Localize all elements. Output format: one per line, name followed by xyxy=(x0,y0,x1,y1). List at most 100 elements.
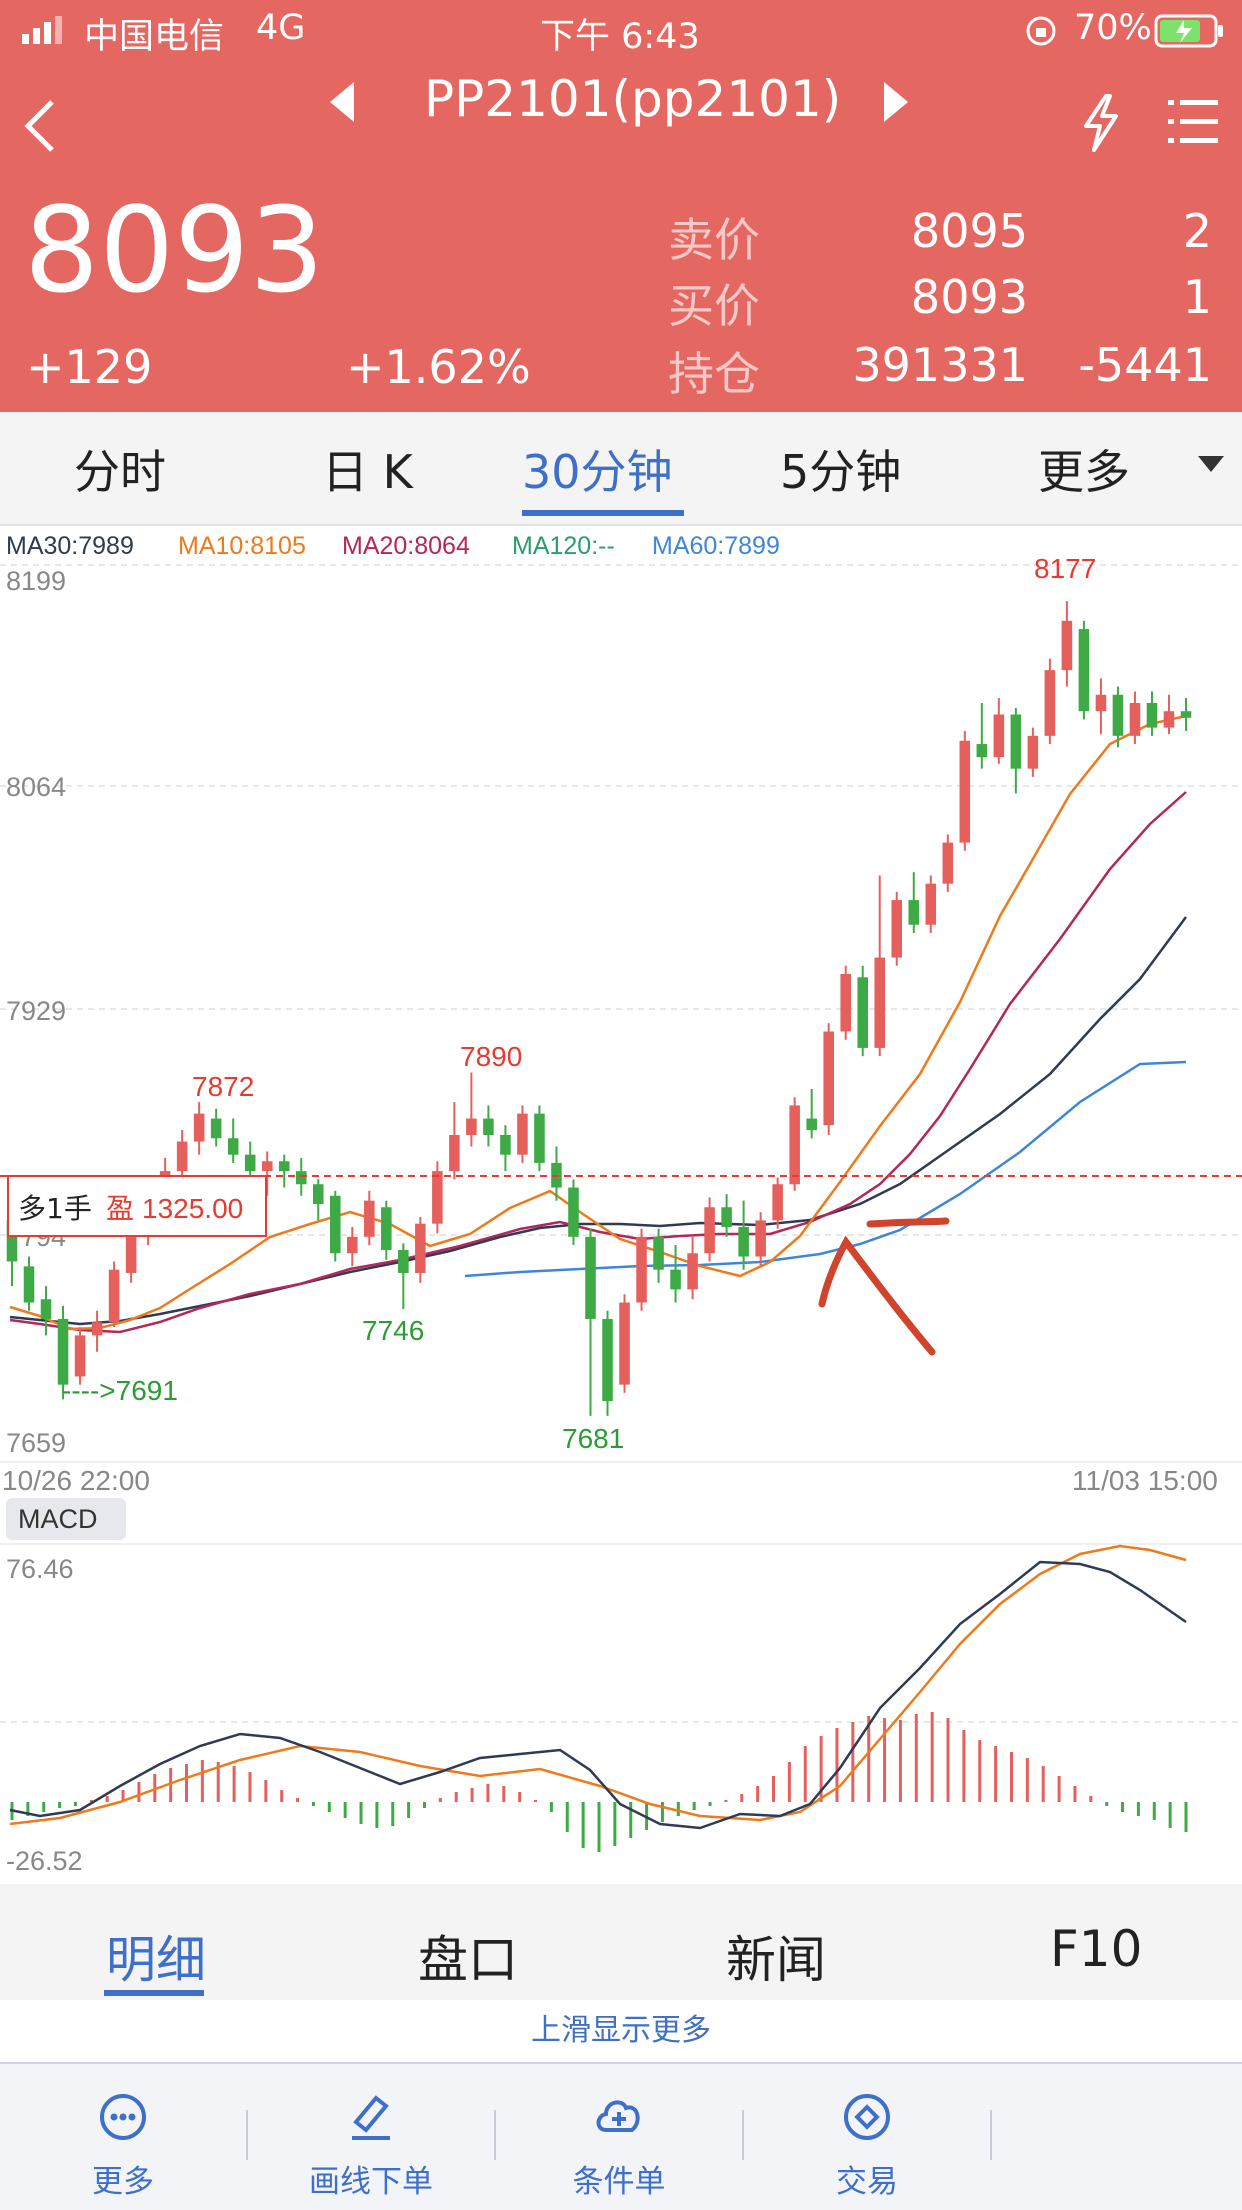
macd-histogram xyxy=(10,1712,1188,1852)
candle-down xyxy=(602,1318,613,1402)
tab-orderbook[interactable]: 盘口 xyxy=(418,1931,518,1989)
ma10-line xyxy=(9,714,1187,1331)
macd-max: 76.46 xyxy=(6,1554,74,1584)
ma20-legend: MA20:8064 xyxy=(342,532,470,560)
flash-order-icon[interactable] xyxy=(1080,94,1120,152)
price-axis-label: 8199 xyxy=(6,566,66,596)
candle-up xyxy=(755,1220,766,1257)
ma10-legend: MA10:8105 xyxy=(178,532,306,560)
time-axis-start: 10/26 22:00 xyxy=(2,1465,150,1496)
candle-up xyxy=(261,1161,273,1172)
draw-order-button[interactable]: 画线下单 xyxy=(256,2064,486,2210)
candle-down xyxy=(23,1266,35,1303)
signal-icon xyxy=(22,16,62,44)
draw-order-label: 画线下单 xyxy=(309,2164,433,2200)
dropdown-icon[interactable] xyxy=(1198,456,1224,474)
candle-down xyxy=(295,1171,307,1185)
candle-up xyxy=(636,1236,647,1303)
low-annotation: ---->7691 xyxy=(62,1375,178,1406)
candle-down xyxy=(312,1184,324,1204)
trade-label: 交易 xyxy=(836,2164,898,2200)
tab-more[interactable]: 更多 xyxy=(1038,445,1130,499)
conditional-order-label: 条件单 xyxy=(572,2164,666,2200)
annotation-7746: 7746 xyxy=(362,1315,424,1346)
candle-down xyxy=(398,1249,409,1273)
candle-down xyxy=(585,1236,596,1319)
tab-f10[interactable]: F10 xyxy=(1050,1920,1143,1978)
candle-up xyxy=(432,1171,443,1224)
price-axis-label: 7929 xyxy=(6,996,66,1026)
candle-down xyxy=(670,1269,681,1290)
candle-down xyxy=(244,1154,256,1172)
ma120-legend: MA120:-- xyxy=(512,532,615,560)
draw-line-icon xyxy=(352,2095,390,2140)
candle-up xyxy=(993,714,1005,758)
candle-down xyxy=(57,1318,69,1385)
candle-down xyxy=(330,1195,341,1254)
candle-down xyxy=(210,1118,222,1139)
next-contract-icon[interactable] xyxy=(882,82,908,122)
tab-30min[interactable]: 30分钟 xyxy=(522,445,673,499)
menu-icon[interactable] xyxy=(1168,98,1218,146)
more-button[interactable]: 更多 xyxy=(8,2064,238,2210)
kline-chart[interactable]: MA30:7989 MA10:8105 MA20:8064 MA120:-- M… xyxy=(0,524,1242,1884)
candle-down xyxy=(1112,694,1124,736)
macd-dif-line xyxy=(9,1560,1187,1830)
contract-title: PP2101(pp2101) xyxy=(424,70,842,128)
active-tab-indicator xyxy=(522,510,684,516)
candle-down xyxy=(721,1207,732,1227)
candle-down xyxy=(1146,702,1158,728)
candle-down xyxy=(40,1299,52,1319)
candle-down xyxy=(1010,714,1022,769)
macd-label: MACD xyxy=(18,1504,98,1534)
candle-up xyxy=(364,1200,375,1237)
prev-contract-icon[interactable] xyxy=(330,82,356,122)
ask-price: 8095 xyxy=(910,204,1028,258)
tab-news[interactable]: 新闻 xyxy=(726,1931,826,1989)
open-interest-change: -5441 xyxy=(1078,338,1212,392)
price-axis-label: 7659 xyxy=(6,1428,66,1458)
tab-daily-k[interactable]: 日 K xyxy=(322,445,413,499)
candle-down xyxy=(1078,629,1090,712)
battery-icon xyxy=(1154,14,1223,48)
clock: 下午 6:43 xyxy=(540,17,700,57)
candle-up xyxy=(347,1236,358,1254)
candle-up xyxy=(789,1105,800,1185)
candle-up xyxy=(704,1207,715,1254)
high-annotation: 8177 xyxy=(1034,553,1096,584)
conditional-order-button[interactable]: 条件单 xyxy=(504,2064,734,2210)
swipe-hint[interactable]: 上滑显示更多 xyxy=(0,2000,1242,2062)
quote-header: 中国电信 4G 下午 6:43 70% PP2101(pp2101) 8093 … xyxy=(0,0,1242,412)
profit-label: 盈 xyxy=(106,1192,134,1225)
back-icon[interactable] xyxy=(22,98,58,154)
tab-fenshi[interactable]: 分时 xyxy=(74,445,166,499)
network-label: 4G xyxy=(256,8,306,48)
hand-drawn-caret xyxy=(818,1235,936,1356)
bid-price: 8093 xyxy=(910,270,1028,324)
price-change: +129 xyxy=(26,340,153,394)
candle-up xyxy=(108,1269,120,1323)
candle-up xyxy=(193,1113,205,1142)
more-icon xyxy=(100,2094,146,2140)
candle-up xyxy=(687,1253,698,1290)
ask-qty: 2 xyxy=(1182,204,1212,258)
candle-down xyxy=(908,900,920,925)
bid-qty: 1 xyxy=(1182,270,1212,324)
candle-down xyxy=(806,1118,817,1131)
macd-badge xyxy=(6,1498,126,1540)
tab-5min[interactable]: 5分钟 xyxy=(780,445,902,499)
candle-up xyxy=(1044,670,1056,736)
annotation-7890: 7890 xyxy=(460,1041,522,1072)
candle-down xyxy=(653,1236,664,1270)
trade-button[interactable]: 交易 xyxy=(752,2064,982,2210)
carrier-label: 中国电信 xyxy=(84,17,225,57)
ma60-legend: MA60:7899 xyxy=(652,532,780,560)
ma30-line xyxy=(9,916,1188,1326)
candle-down xyxy=(976,744,988,758)
cloud-plus-icon xyxy=(596,2100,640,2132)
last-price: 8093 xyxy=(24,181,325,319)
battery-percent: 70% xyxy=(1074,8,1152,48)
candle-down xyxy=(381,1207,392,1250)
kline-svg[interactable]: MA30:7989 MA10:8105 MA20:8064 MA120:-- M… xyxy=(0,524,1242,1884)
tab-detail[interactable]: 明细 xyxy=(106,1931,206,1989)
